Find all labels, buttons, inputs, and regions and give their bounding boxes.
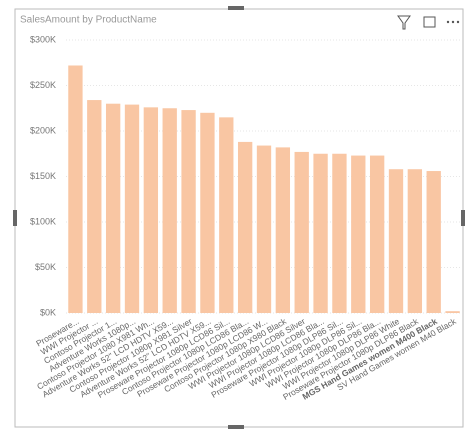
y-tick-label: $0K: [40, 307, 56, 317]
bar: [388, 169, 404, 313]
more-icon[interactable]: [446, 20, 460, 24]
y-tick-label: $50K: [35, 262, 56, 272]
resize-handle[interactable]: [228, 6, 244, 10]
bar: [256, 145, 272, 313]
bar: [68, 65, 83, 313]
bar: [105, 103, 121, 313]
bar: [162, 108, 177, 313]
y-tick-label: $300K: [30, 34, 56, 44]
resize-handle[interactable]: [228, 425, 244, 429]
bar: [237, 141, 253, 313]
bar: [181, 110, 196, 313]
bar: [351, 155, 366, 313]
bar: [143, 107, 159, 313]
chart-title: SalesAmount by ProductName: [20, 15, 157, 26]
resize-handle[interactable]: [13, 210, 17, 226]
bar: [369, 155, 385, 313]
bar: [445, 311, 460, 313]
bar: [124, 104, 140, 313]
bar: [200, 112, 215, 313]
y-tick-label: $200K: [30, 125, 56, 135]
bar: [275, 147, 291, 313]
y-tick-label: $100K: [30, 216, 56, 226]
bar: [87, 100, 102, 313]
bar: [219, 117, 234, 313]
y-tick-label: $250K: [30, 80, 56, 90]
bar: [332, 153, 347, 313]
bar: [426, 171, 441, 313]
focus-icon[interactable]: [423, 16, 436, 28]
filter-icon[interactable]: [397, 15, 411, 30]
resize-handle[interactable]: [461, 210, 465, 226]
bar: [313, 153, 328, 313]
y-tick-label: $150K: [30, 171, 56, 181]
bar: [294, 151, 309, 313]
bar: [407, 169, 423, 313]
